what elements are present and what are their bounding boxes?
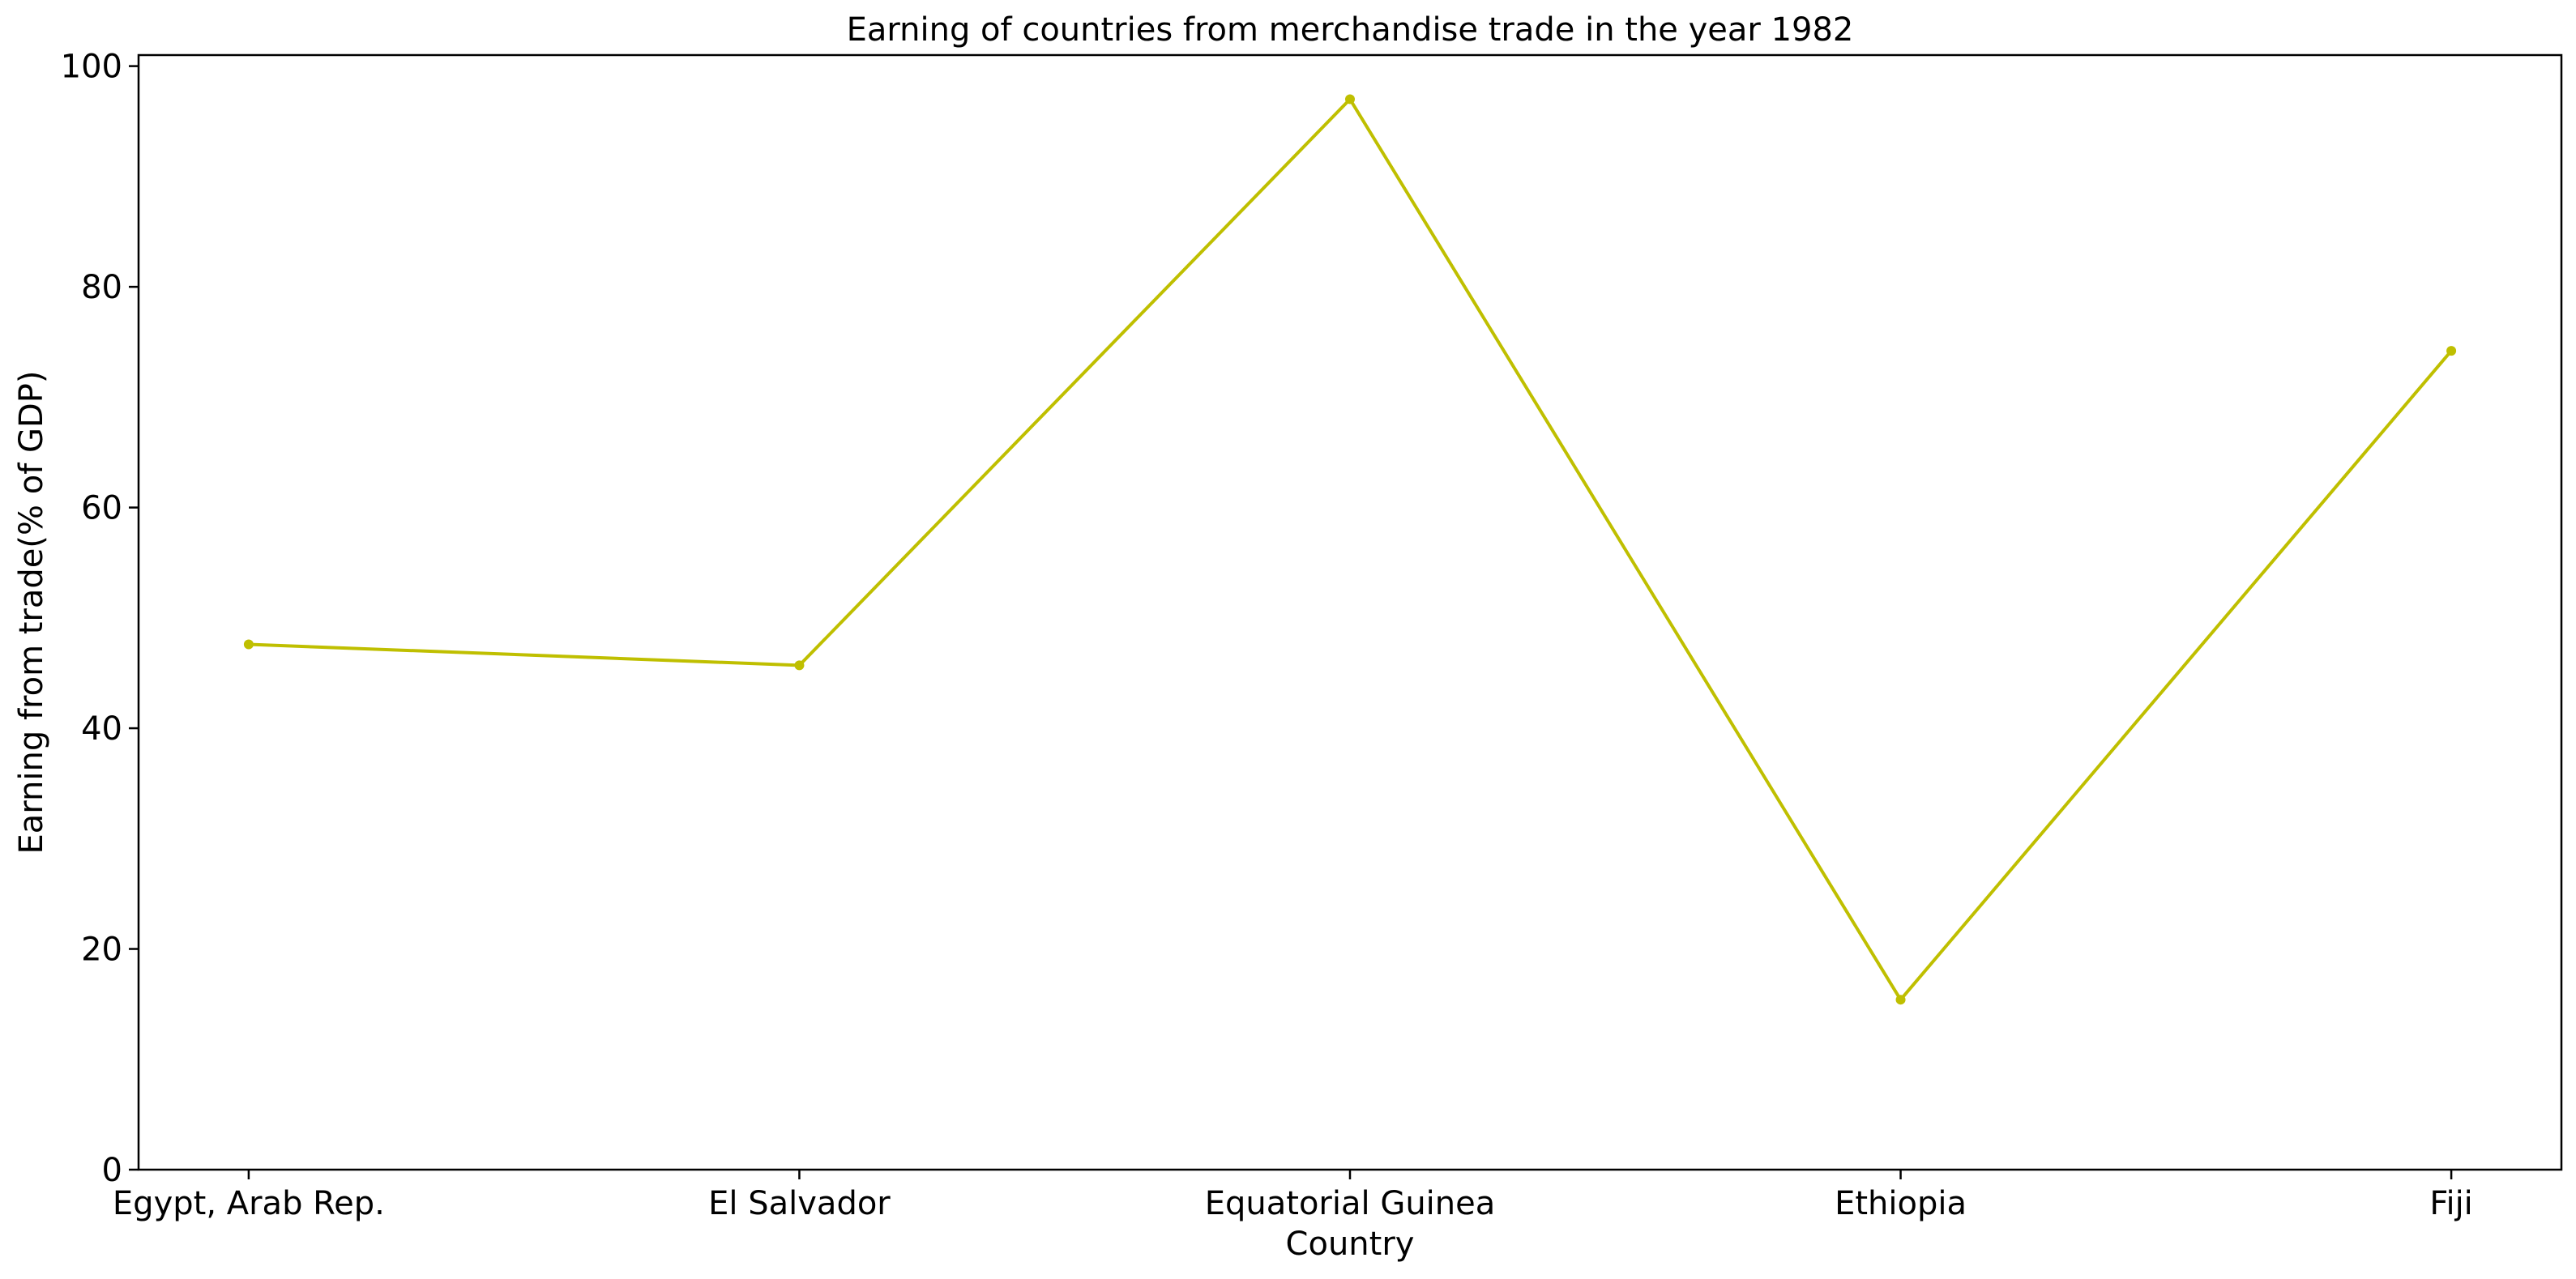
x-axis-label: Country (1286, 1226, 1415, 1263)
y-tick-label: 0 (102, 1152, 122, 1189)
y-tick-label: 60 (81, 490, 122, 527)
x-tick-label: Fiji (2429, 1185, 2472, 1222)
y-tick-label: 80 (81, 269, 122, 306)
x-tick-label: Egypt, Arab Rep. (113, 1185, 385, 1222)
chart-title: Earning of countries from merchandise tr… (847, 11, 1854, 49)
x-axis-ticks: Egypt, Arab Rep. El Salvador Equatorial Gu… (113, 1170, 2473, 1222)
data-point (2446, 346, 2457, 356)
data-point (794, 660, 805, 671)
x-tick-label: El Salvador (708, 1185, 891, 1222)
data-point (243, 639, 254, 650)
y-tick-label: 40 (81, 710, 122, 748)
y-axis-label: Earning from trade(% of GDP) (13, 370, 50, 854)
data-point (1895, 995, 1906, 1005)
x-tick-label: Equatorial Guinea (1205, 1185, 1496, 1222)
y-axis-ticks: 0 20 40 60 80 100 (61, 49, 139, 1189)
series-group (243, 94, 2457, 1005)
plot-area-frame (137, 53, 2563, 1171)
y-tick-label: 20 (81, 932, 122, 969)
x-tick-label: Ethiopia (1835, 1185, 1967, 1222)
y-tick-label: 100 (61, 49, 122, 86)
data-point (1345, 94, 1355, 104)
